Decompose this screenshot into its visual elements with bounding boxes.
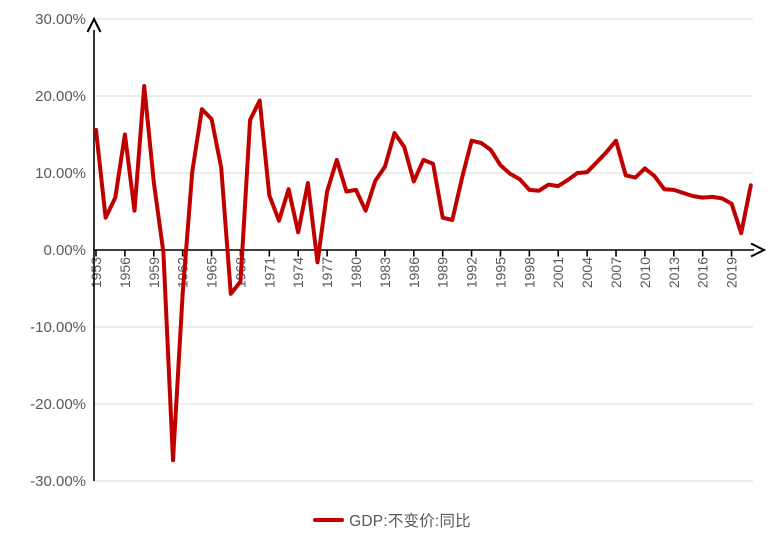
x-axis-tick-label: 1995 [492, 257, 508, 288]
y-axis-tick-label: 20.00% [35, 88, 86, 105]
x-axis-tick-label: 1998 [521, 257, 537, 288]
x-axis-tick-label: 1965 [204, 257, 220, 288]
x-axis-tick-label: 2013 [666, 257, 682, 288]
x-axis-tick-label: 1971 [261, 257, 277, 288]
x-axis-tick-label: 2010 [637, 257, 653, 288]
gdp-yoy-series-line [94, 84, 753, 463]
chart-legend: GDP:不变价:同比 [0, 509, 784, 531]
x-axis-tick-label: 1974 [290, 257, 306, 288]
x-axis-tick-label: 2007 [608, 257, 624, 288]
x-axis-tick-label: 1977 [319, 257, 335, 288]
x-axis-tick-label: 2004 [579, 257, 595, 288]
x-axis-tick-label: 1953 [88, 257, 104, 288]
y-axis-tick-label: -20.00% [30, 396, 86, 413]
x-axis-tick-label: 1983 [377, 257, 393, 288]
y-axis-tick-label: 10.00% [35, 165, 86, 182]
x-axis-arrow-icon [750, 242, 767, 258]
y-axis-tick-label: -30.00% [30, 473, 86, 490]
y-axis-tick-label: 30.00% [35, 11, 86, 28]
x-axis-tick-label: 1959 [146, 257, 162, 288]
x-axis-tick-label: 1992 [464, 257, 480, 288]
x-axis-tick-label: 2019 [724, 257, 740, 288]
y-axis-tick-label: -10.00% [30, 319, 86, 336]
x-axis-tick-label: 1956 [117, 257, 133, 288]
x-axis-tick-label: 1986 [406, 257, 422, 288]
x-axis-tick-label: 2001 [550, 257, 566, 288]
x-axis-tick-label: 1989 [435, 257, 451, 288]
y-axis-tick-label: 0.00% [43, 242, 86, 259]
legend-line-swatch [313, 517, 345, 523]
y-axis-arrow-icon [86, 16, 102, 33]
legend-series-label: GDP:不变价:同比 [349, 513, 471, 530]
x-axis-tick-label: 2016 [695, 257, 711, 288]
x-axis-tick-label: 1980 [348, 257, 364, 288]
